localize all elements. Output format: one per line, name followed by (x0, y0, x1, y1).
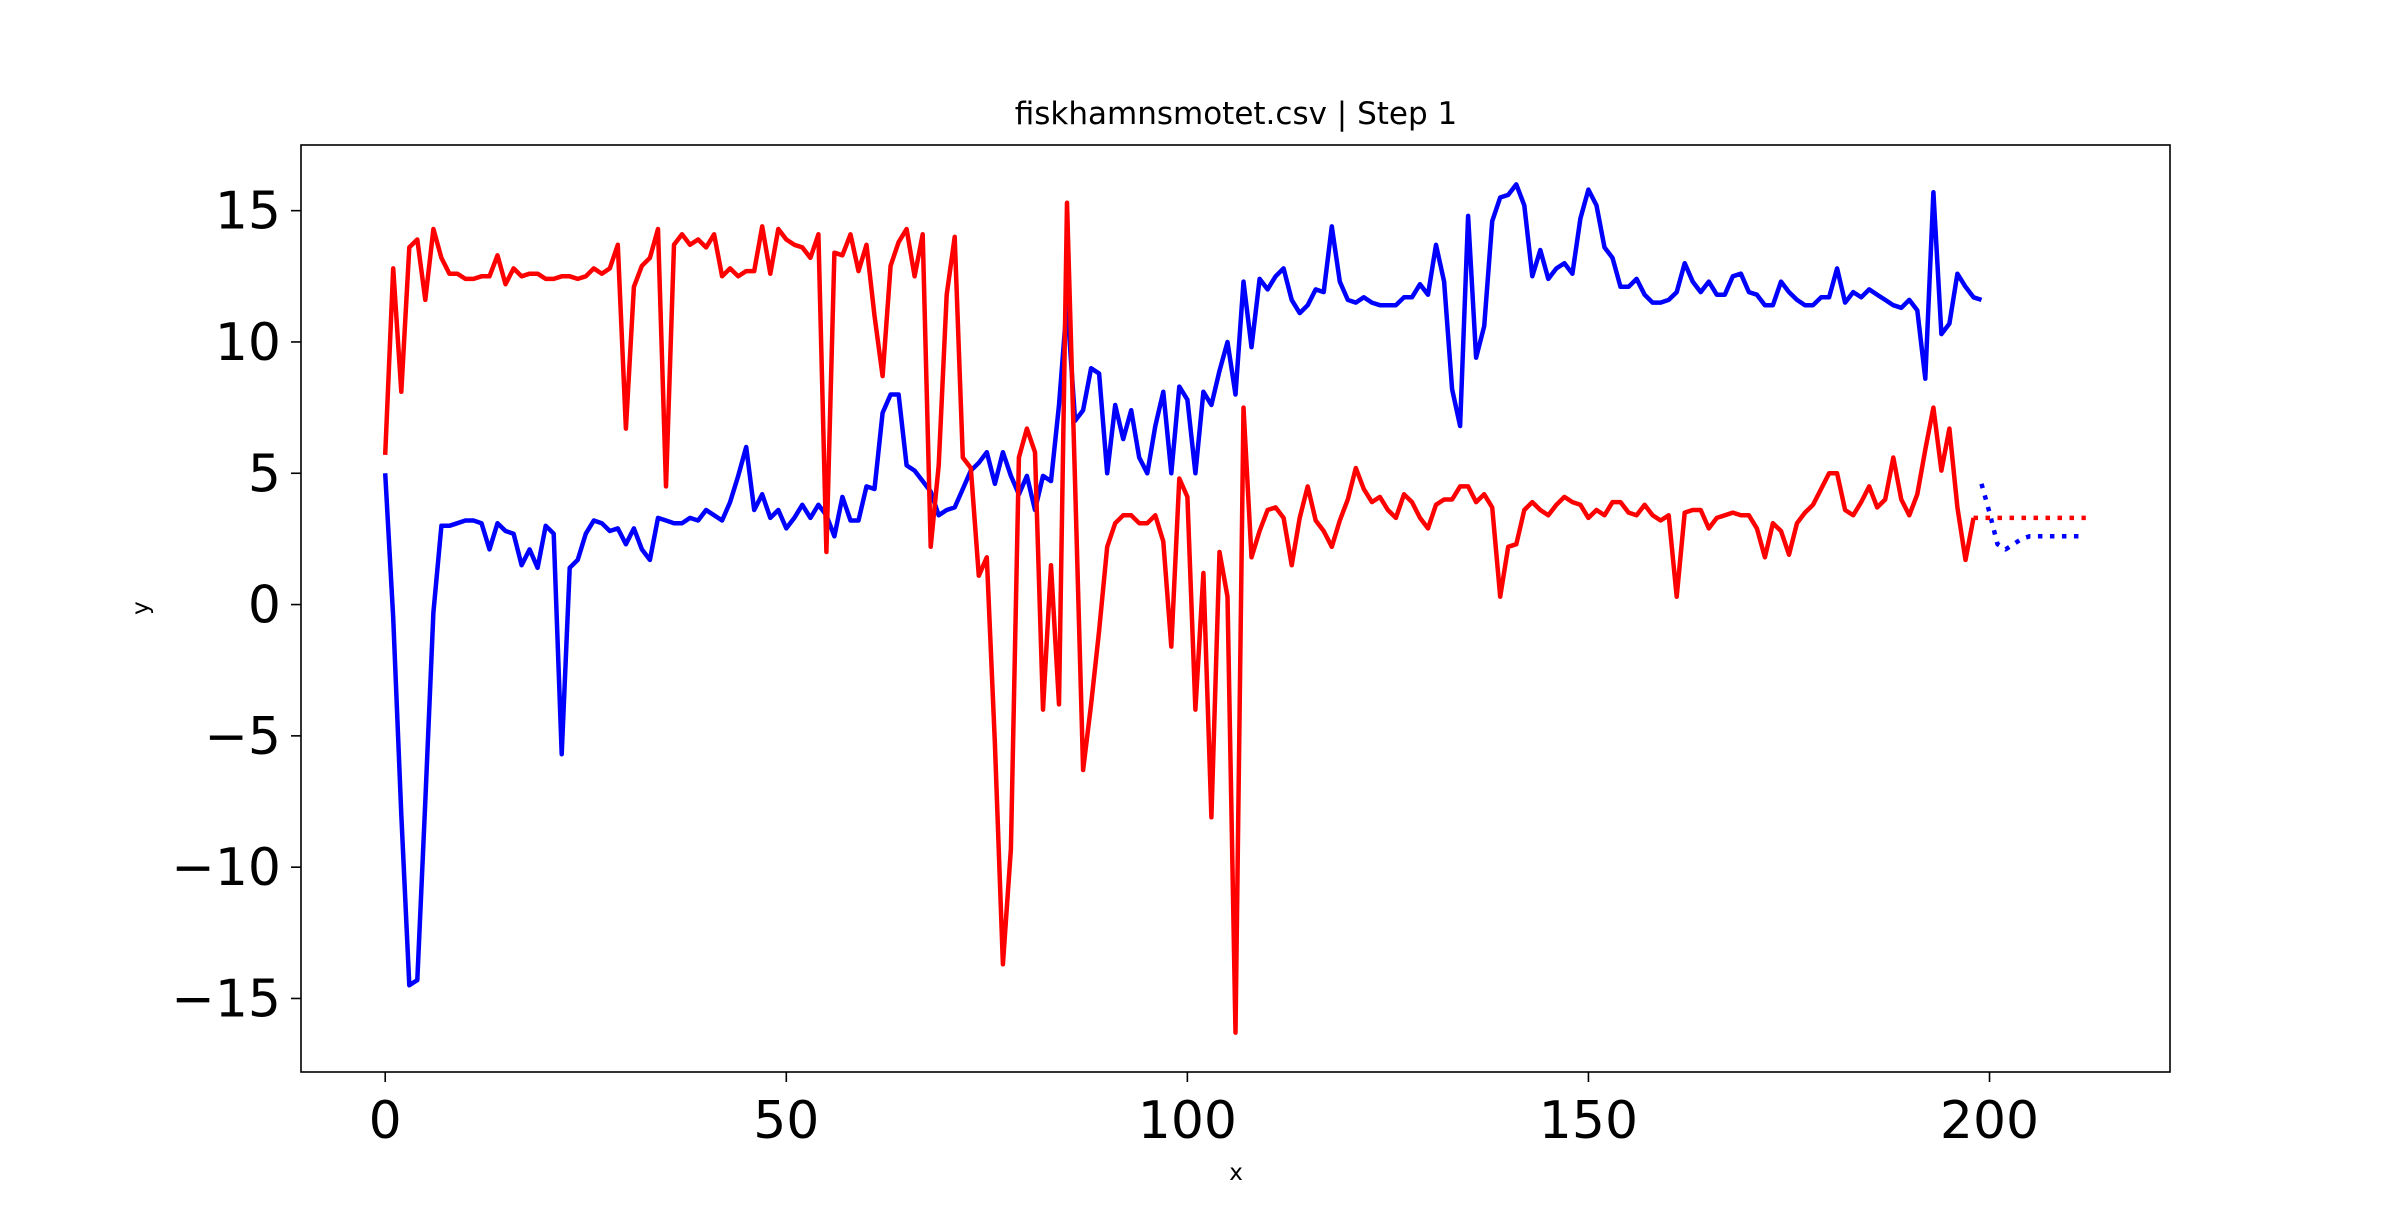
y-tick-label: −15 (171, 969, 281, 1029)
y-tick-label: 0 (248, 576, 281, 636)
y-axis-label: y (128, 601, 154, 615)
chart-title: fiskhamnsmotet.csv | Step 1 (1015, 96, 1458, 132)
x-axis-ticks: 0 50 100 150 200 (369, 1072, 2039, 1151)
x-tick-label: 50 (753, 1091, 819, 1151)
series-line-0 (382, 182, 1983, 988)
y-tick-label: −5 (204, 707, 281, 767)
plot-frame (300, 144, 2171, 1073)
series-layer (382, 182, 2086, 1035)
x-tick-label: 150 (1539, 1091, 1638, 1151)
x-tick-label: 100 (1138, 1091, 1237, 1151)
x-tick-label: 200 (1940, 1091, 2039, 1151)
series-line-2 (382, 200, 1976, 1035)
x-axis-label: x (1229, 1160, 1243, 1186)
y-tick-label: 15 (215, 182, 281, 242)
series-line-1 (1979, 483, 2086, 552)
y-axis-ticks: −15 −10 −5 0 5 10 15 (171, 182, 301, 1029)
y-tick-label: −10 (171, 838, 281, 898)
y-tick-label: 5 (248, 444, 281, 504)
x-tick-label: 0 (369, 1091, 402, 1151)
y-tick-label: 10 (215, 313, 281, 373)
